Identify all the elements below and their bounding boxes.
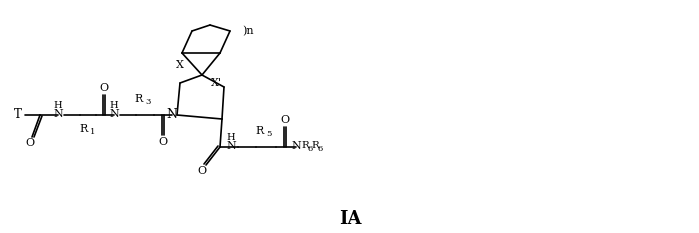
Text: R: R	[311, 141, 319, 151]
Text: H: H	[54, 102, 62, 110]
Text: IA: IA	[339, 210, 361, 228]
Text: X': X'	[210, 78, 222, 88]
Text: 6: 6	[307, 145, 312, 153]
Text: X: X	[176, 60, 184, 70]
Text: N: N	[53, 109, 63, 119]
Text: O: O	[25, 138, 34, 148]
Text: R: R	[80, 124, 88, 134]
Text: N: N	[291, 141, 301, 151]
Text: R: R	[135, 94, 143, 104]
Text: H: H	[226, 134, 236, 143]
Text: N: N	[166, 107, 178, 120]
Text: R: R	[256, 126, 264, 136]
Text: O: O	[159, 137, 168, 147]
Text: O: O	[280, 115, 289, 125]
Text: O: O	[99, 83, 108, 93]
Text: N: N	[109, 109, 119, 119]
Text: )n: )n	[242, 26, 254, 36]
Text: 5: 5	[266, 130, 271, 138]
Text: 6: 6	[317, 145, 322, 153]
Text: R: R	[301, 141, 309, 151]
Text: O: O	[197, 166, 207, 176]
Text: H: H	[110, 102, 118, 110]
Text: T: T	[14, 109, 22, 121]
Text: 1: 1	[90, 128, 95, 136]
Text: N: N	[226, 141, 236, 151]
Text: 3: 3	[145, 98, 150, 106]
